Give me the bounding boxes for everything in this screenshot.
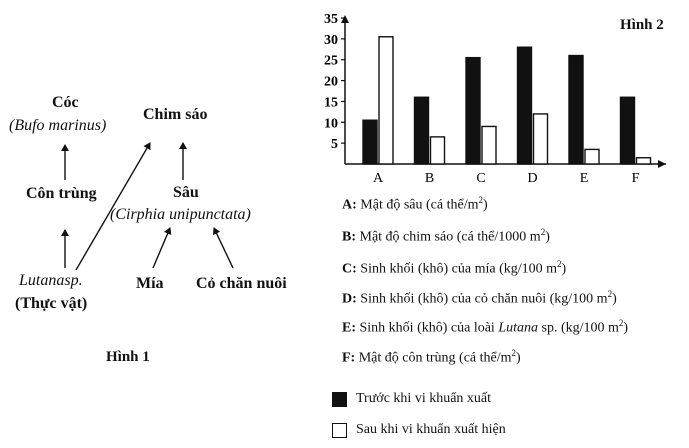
bar-before xyxy=(516,46,533,165)
description-item: B: Mật độ chim sáo (cá thể/1000 m2) xyxy=(342,227,550,245)
description-superscript: 2 xyxy=(557,259,562,269)
figure1-caption: Hình 1 xyxy=(106,349,150,365)
node-chim-sao: Chim sáo xyxy=(143,106,208,123)
bar-after xyxy=(584,148,600,165)
arrow-co-to-sau xyxy=(212,227,234,269)
arrow-lutana-to-chimsao xyxy=(75,142,151,271)
description-item: D: Sinh khối (khô) của cỏ chăn nuôi (kg/… xyxy=(342,289,617,307)
description-superscript: 2 xyxy=(540,227,546,237)
description-item: A: Mật độ sâu (cá thể/m2) xyxy=(342,195,488,213)
description-item: E: Sinh khối (khô) của loài Lutana sp. (… xyxy=(342,318,629,336)
y-tick-label: 35 xyxy=(324,12,338,27)
x-tick-label: C xyxy=(476,171,485,186)
bar-after xyxy=(635,157,652,165)
bar-before xyxy=(413,96,430,165)
legend-swatch-after xyxy=(332,423,347,438)
arrow-mia-to-sau xyxy=(152,227,172,269)
node-sau-sci: (Cirphia unipunctata) xyxy=(110,206,251,223)
legend-label-before: Trước khi vi khuẩn xuất xyxy=(356,391,492,406)
description-key: D: xyxy=(342,291,357,307)
node-coc-sci: (Bufo marinus) xyxy=(9,117,107,134)
description-item: F: Mật độ côn trùng (cá thể/m2) xyxy=(342,348,521,366)
chart-title: Hình 2 xyxy=(620,17,664,33)
x-tick-label: B xyxy=(425,171,434,186)
y-tick-label: 15 xyxy=(324,95,338,110)
description-item: C: Sinh khối (khô) của mía (kg/100 m2) xyxy=(342,259,567,277)
description-key: C: xyxy=(342,261,357,277)
node-co-chan-nuoi: Cỏ chăn nuôi xyxy=(196,275,287,292)
node-mia: Mía xyxy=(136,275,164,292)
x-tick-label: D xyxy=(527,171,537,186)
legend-label-after: Sau khi vi khuẩn xuất hiện xyxy=(356,422,506,437)
bar-before xyxy=(465,56,481,165)
description-key: E: xyxy=(342,320,356,336)
description-superscript: 2 xyxy=(618,318,624,328)
y-axis-arrowhead xyxy=(341,15,349,23)
x-tick-label: F xyxy=(632,171,640,186)
x-tick-label: A xyxy=(373,171,384,186)
y-tick-label: 30 xyxy=(324,33,338,48)
node-lutana-sub: (Thực vật) xyxy=(15,295,88,312)
legend-swatch-before xyxy=(332,392,347,407)
x-tick-label: E xyxy=(580,171,589,186)
node-con-trung: Côn trùng xyxy=(26,185,97,202)
bar-after xyxy=(481,125,497,165)
node-sau: Sâu xyxy=(173,184,199,201)
node-lutana: Lutanasp. xyxy=(19,272,83,289)
x-axis-arrowhead xyxy=(658,160,666,168)
bar-after xyxy=(429,136,446,165)
description-superscript: 2 xyxy=(511,348,517,358)
y-tick-label: 25 xyxy=(324,54,338,69)
description-key: F: xyxy=(342,350,356,366)
description-superscript: 2 xyxy=(478,195,483,205)
description-key: A: xyxy=(342,197,357,213)
description-superscript: 2 xyxy=(607,289,613,299)
bar-after xyxy=(532,113,549,165)
bar-after xyxy=(378,36,394,165)
y-tick-label: 20 xyxy=(324,75,338,90)
bar-before xyxy=(619,96,636,165)
description-italic: Lutana xyxy=(498,320,538,336)
y-tick-label: 5 xyxy=(331,137,338,152)
y-tick-label: 10 xyxy=(324,116,338,131)
bar-before xyxy=(362,119,378,165)
description-key: B: xyxy=(342,229,356,245)
bar-before xyxy=(568,54,584,165)
node-coc: Cóc xyxy=(52,94,79,111)
